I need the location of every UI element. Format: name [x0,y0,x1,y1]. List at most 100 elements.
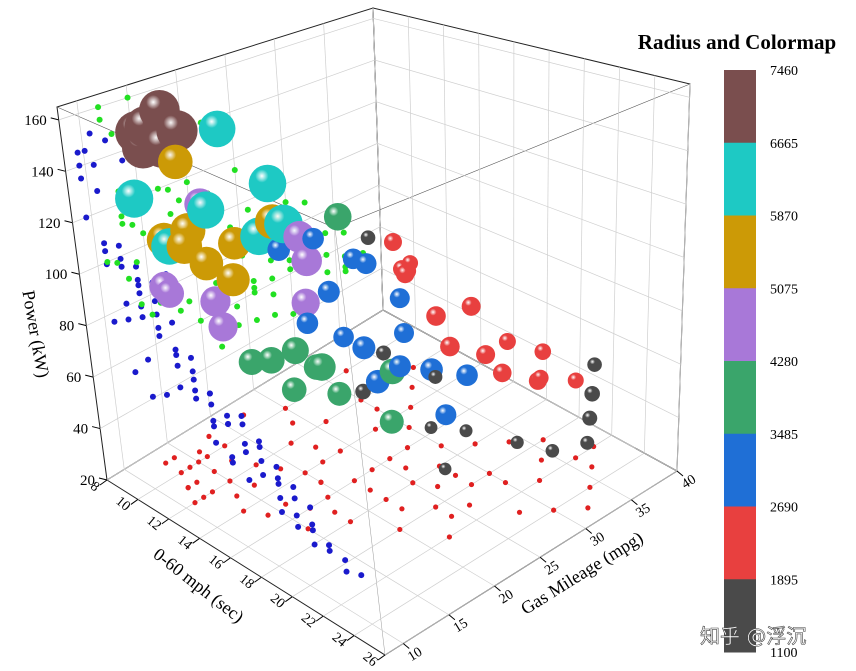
projection-dot-xy [332,509,338,515]
x-tick-label: 24 [329,630,349,650]
grid-line [478,33,482,364]
projection-dot-yz [95,104,102,111]
y-tick-label: 35 [634,501,654,521]
bubble [327,381,352,406]
projection-dot-xz [189,368,196,375]
colorbar-tick-label: 2690 [770,501,798,516]
grid-line [611,67,620,436]
projection-dot-xz [213,439,220,446]
grid-line [378,184,683,312]
projection-dot-xz [224,412,231,419]
projection-dot-xz [169,319,176,326]
projection-dot-xy [187,464,193,470]
projection-dot-yz [231,167,238,174]
projection-dot-xy [222,443,228,449]
projection-dot-xz [132,369,139,376]
y-tick-label: 20 [497,587,517,607]
bubble [456,364,478,387]
bubble [308,353,336,381]
projection-dot-yz [251,284,258,291]
z-tick-label: 80 [59,319,74,335]
grid-line [76,100,125,470]
projection-dot-xy [502,479,509,486]
x-tick-label: 26 [360,650,380,670]
projection-dot-xy [318,479,324,485]
z-tick-label: 140 [31,164,54,180]
projection-dot-yz [282,199,289,206]
projection-dot-xy [282,405,289,411]
y-tick-mark [585,528,593,534]
projection-dot-yz [342,268,349,275]
projection-dot-yz [104,258,111,265]
projection-dot-xy [448,513,455,519]
projection-dot-xz [177,384,184,391]
bubble [532,369,549,386]
projection-dot-xz [358,572,365,579]
projection-dot-yz [251,289,258,296]
y-tick-mark [631,499,638,506]
bubble [155,279,185,308]
projection-dot-yz [253,317,260,324]
y-tick-label: 15 [451,616,471,636]
projection-dot-xz [260,471,267,478]
x-tick-label: 14 [174,533,194,553]
colorbar-tick-label: 3485 [770,428,798,443]
projection-dot-xz [210,417,217,424]
projection-dot-xz [211,423,218,430]
projection-dot-xy [288,440,294,446]
projection-dot-xy [253,462,259,468]
bubble [216,263,250,297]
z-tick-mark [91,426,101,430]
projection-dot-yz [114,259,121,266]
projection-dot-xy [290,420,296,426]
projection-dot-xy [387,456,393,462]
projection-dot-xz [135,282,142,289]
projection-dot-xy [433,504,439,510]
z-tick-mark [64,220,73,224]
y-axis-label: Gas Mileage (mpg) [517,527,647,619]
projection-dot-xz [258,457,265,464]
projection-dot-xy [585,505,591,511]
bubble [323,203,352,231]
x-tick-mark [192,537,200,544]
projection-dot-xy [323,418,329,425]
projection-dot-xy [446,534,453,540]
colorbar-segment [724,433,756,507]
projection-dot-yz [197,317,204,324]
z-tick-label: 40 [73,422,88,438]
projection-dot-yz [96,116,103,123]
projection-dot-xz [90,161,97,168]
projection-dot-xz [102,248,109,255]
projection-dot-yz [118,213,125,220]
colorbar-segment [724,142,756,216]
projection-dot-xy [397,526,403,533]
grid-line [253,389,541,558]
projection-dot-xy [409,384,415,390]
bubble [510,435,524,450]
projection-dot-yz [164,186,171,193]
bubble [258,347,285,374]
colorbar-tick-label: 1100 [770,646,797,661]
bubble [376,345,392,361]
projection-dot-yz [177,307,184,314]
projection-dot-xz [123,300,130,307]
z-tick-label: 100 [45,267,68,283]
projection-dot-xy [171,455,177,461]
bubble [355,383,371,400]
grid-line [373,18,690,98]
front-edge [334,227,386,656]
bubble [580,435,595,450]
projection-dot-xy [351,478,358,484]
projection-dot-yz [129,221,136,228]
projection-dot-xz [246,476,253,483]
colorbar-segment [724,288,756,362]
bubble [383,233,402,252]
projection-dot-xy [196,459,202,465]
projection-dot-yz [322,230,329,237]
bubble [402,255,419,272]
grid-line [58,18,374,121]
bubble [388,355,411,378]
projection-dot-xy [196,449,203,455]
bubble [317,280,340,303]
